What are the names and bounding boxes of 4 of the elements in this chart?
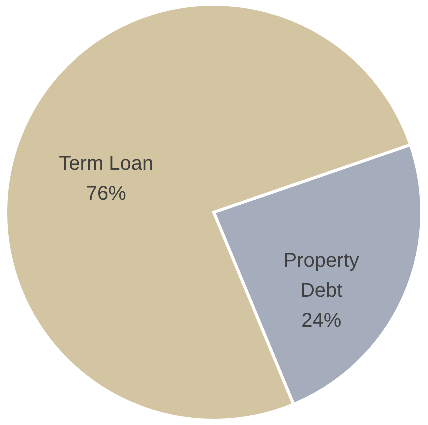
data-label: 76% bbox=[86, 183, 127, 206]
slice-label: Term Loan bbox=[59, 153, 154, 176]
data-label: 24% bbox=[302, 310, 342, 332]
slice-label: Property Debt bbox=[284, 250, 360, 302]
